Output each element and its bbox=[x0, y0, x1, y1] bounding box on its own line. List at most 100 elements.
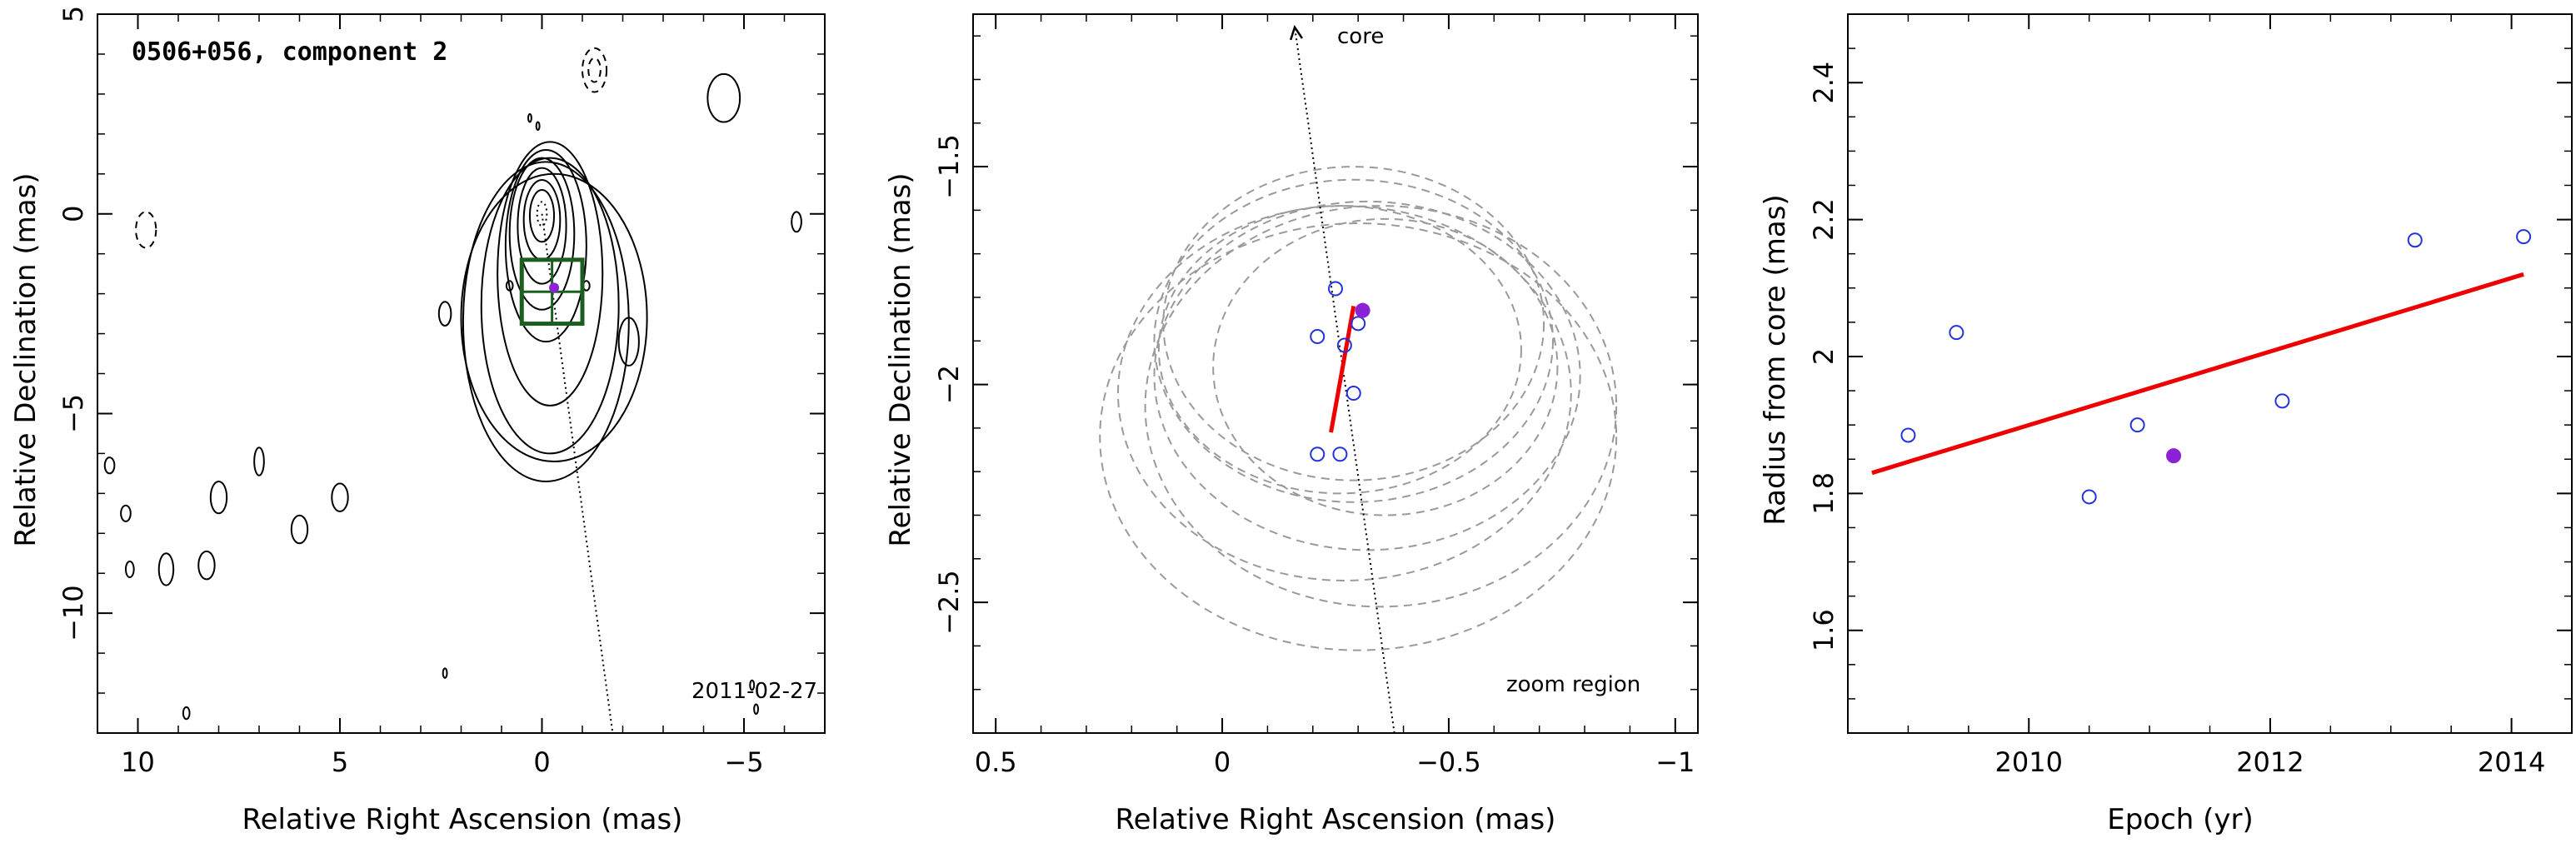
contour-line bbox=[480, 157, 620, 455]
panel2-frame bbox=[972, 13, 1699, 734]
contour-line bbox=[791, 211, 802, 233]
error-ellipse bbox=[1212, 217, 1559, 516]
data-point bbox=[2274, 393, 2290, 409]
panel2-y-tick-label: −2.5 bbox=[933, 570, 965, 635]
contour-line bbox=[103, 456, 116, 475]
panel3-y-axis-title: Radius from core (mas) bbox=[1759, 194, 1792, 525]
data-point bbox=[1336, 337, 1352, 353]
contour-line bbox=[753, 703, 759, 715]
error-ellipse bbox=[1153, 200, 1581, 551]
panel3-x-axis-title: Epoch (yr) bbox=[2107, 803, 2254, 836]
contour-line bbox=[460, 172, 648, 462]
contour-line bbox=[617, 317, 640, 367]
contour-line bbox=[582, 47, 608, 93]
data-point bbox=[1345, 386, 1361, 402]
panel1-y-tick-label: 0 bbox=[57, 206, 89, 222]
error-ellipses bbox=[1099, 166, 1618, 651]
data-point bbox=[2081, 489, 2097, 505]
error-ellipse bbox=[1144, 205, 1618, 608]
panel2-x-tick-label: 0 bbox=[1214, 746, 1231, 778]
contour-line bbox=[497, 141, 604, 407]
data-point bbox=[1310, 446, 1325, 462]
contour-line bbox=[209, 480, 228, 515]
core-direction-line bbox=[1294, 27, 1395, 734]
contour-map-axes: 10 5 0 −5 5 0 −5 −10 bbox=[57, 6, 826, 778]
zoom-region-label: zoom region bbox=[1506, 672, 1640, 697]
panel1-x-tick-label: 0 bbox=[533, 746, 550, 778]
contour-line bbox=[749, 679, 756, 691]
panel3-x-tick-label: 2014 bbox=[2478, 746, 2545, 778]
error-ellipse bbox=[1157, 205, 1522, 495]
contour-line bbox=[528, 188, 556, 243]
data-point bbox=[1328, 281, 1343, 297]
contour-line bbox=[442, 667, 448, 679]
panel1-y-tick-label: −10 bbox=[57, 585, 89, 641]
panel1-y-axis-title: Relative Declination (mas) bbox=[9, 172, 42, 546]
zoom-points bbox=[1310, 281, 1370, 462]
contour-line bbox=[535, 121, 541, 132]
zoom-overlays bbox=[1289, 24, 1395, 734]
contour-line bbox=[462, 161, 630, 482]
contour-line bbox=[331, 482, 349, 512]
data-point bbox=[1949, 325, 1964, 341]
component-marker bbox=[549, 282, 560, 293]
data-point bbox=[1900, 427, 1916, 443]
data-point bbox=[2129, 417, 2145, 433]
panel2-x-tick-label: −1 bbox=[1655, 746, 1695, 778]
radius-axes: 2010 2012 2014 1.6 1.8 2 2.2 2.4 bbox=[1808, 13, 2573, 778]
core-label: core bbox=[1337, 24, 1384, 49]
panel2-x-tick-label: −0.5 bbox=[1416, 746, 1481, 778]
contour-line bbox=[536, 201, 548, 227]
error-ellipse bbox=[1117, 205, 1572, 581]
contour-map-panel: 10 5 0 −5 5 0 −5 −10 0506+056, component 2 2011… bbox=[9, 6, 826, 836]
contour-lines bbox=[103, 47, 802, 721]
contour-line bbox=[527, 112, 532, 123]
panel3-x-tick-label: 2012 bbox=[2236, 746, 2304, 778]
panel2-y-tick-label: −2 bbox=[933, 365, 965, 404]
fit-line bbox=[1871, 272, 2524, 476]
data-point bbox=[1310, 329, 1325, 345]
contour-line bbox=[124, 560, 135, 579]
panel3-y-tick-label: 1.8 bbox=[1808, 472, 1840, 515]
panel-title: 0506+056, component 2 bbox=[132, 37, 447, 67]
error-ellipse bbox=[1099, 222, 1618, 651]
contour-line bbox=[290, 514, 309, 545]
highlighted-data-point bbox=[2166, 448, 2182, 464]
contour-line bbox=[437, 301, 452, 327]
zoom-axes: 0.5 0 −0.5 −1 −1.5 −2 −2.5 bbox=[933, 13, 1699, 778]
panel1-x-tick-label: 10 bbox=[121, 746, 155, 778]
radius-points bbox=[1900, 229, 2532, 505]
contour-line bbox=[253, 446, 265, 476]
panel2-y-axis-title: Relative Declination (mas) bbox=[884, 172, 917, 546]
panel3-y-tick-label: 2.2 bbox=[1808, 198, 1840, 241]
panel2-y-tick-label: −1.5 bbox=[933, 134, 965, 199]
panel2-x-axis-title: Relative Right Ascension (mas) bbox=[1116, 803, 1556, 836]
contour-line bbox=[135, 211, 157, 249]
contour-line bbox=[508, 157, 576, 311]
contour-line bbox=[157, 552, 175, 586]
panel3-x-tick-label: 2010 bbox=[1995, 746, 2063, 778]
panel1-x-tick-label: −5 bbox=[724, 746, 763, 778]
panel1-y-tick-label: −5 bbox=[57, 394, 89, 433]
highlighted-data-point bbox=[1355, 302, 1370, 318]
panel1-x-tick-label: 5 bbox=[332, 746, 348, 778]
radius-vs-epoch-panel: 2010 2012 2014 1.6 1.8 2 2.2 2.4 Epoch (yr) Rad… bbox=[1759, 13, 2573, 836]
data-point bbox=[1350, 316, 1366, 332]
contour-line bbox=[517, 167, 567, 285]
panel1-x-axis-title: Relative Right Ascension (mas) bbox=[242, 803, 683, 836]
radius-fit bbox=[1871, 272, 2524, 476]
contour-line bbox=[587, 57, 602, 83]
contour-line bbox=[120, 504, 132, 522]
contour-line bbox=[182, 706, 191, 721]
panel3-y-tick-label: 2 bbox=[1808, 348, 1840, 365]
data-point bbox=[2407, 232, 2423, 248]
panel3-y-tick-label: 2.4 bbox=[1808, 62, 1840, 104]
contour-line bbox=[505, 280, 514, 292]
panel2-x-tick-label: 0.5 bbox=[975, 746, 1017, 778]
fit-line bbox=[1329, 305, 1356, 433]
contour-map-overlays bbox=[519, 213, 614, 734]
data-point bbox=[1332, 446, 1348, 462]
panel1-y-tick-label: 5 bbox=[57, 6, 89, 22]
